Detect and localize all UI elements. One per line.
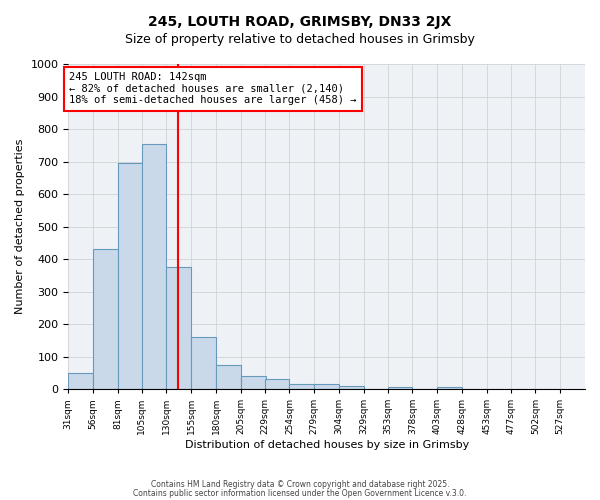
Text: Contains HM Land Registry data © Crown copyright and database right 2025.: Contains HM Land Registry data © Crown c…	[151, 480, 449, 489]
Bar	[118, 163, 143, 389]
Bar	[339, 386, 364, 389]
Y-axis label: Number of detached properties: Number of detached properties	[15, 139, 25, 314]
Bar	[166, 267, 191, 389]
Bar	[437, 388, 462, 389]
Bar	[142, 144, 166, 389]
X-axis label: Distribution of detached houses by size in Grimsby: Distribution of detached houses by size …	[185, 440, 469, 450]
Bar	[216, 364, 241, 389]
Bar	[289, 384, 314, 389]
Bar	[388, 388, 412, 389]
Bar	[68, 373, 93, 389]
Bar	[314, 384, 339, 389]
Text: 245, LOUTH ROAD, GRIMSBY, DN33 2JX: 245, LOUTH ROAD, GRIMSBY, DN33 2JX	[148, 15, 452, 29]
Bar	[265, 380, 289, 389]
Text: Contains public sector information licensed under the Open Government Licence v.: Contains public sector information licen…	[133, 490, 467, 498]
Bar	[93, 250, 118, 389]
Text: 245 LOUTH ROAD: 142sqm
← 82% of detached houses are smaller (2,140)
18% of semi-: 245 LOUTH ROAD: 142sqm ← 82% of detached…	[69, 72, 357, 106]
Bar	[241, 376, 266, 389]
Bar	[191, 337, 216, 389]
Text: Size of property relative to detached houses in Grimsby: Size of property relative to detached ho…	[125, 32, 475, 46]
